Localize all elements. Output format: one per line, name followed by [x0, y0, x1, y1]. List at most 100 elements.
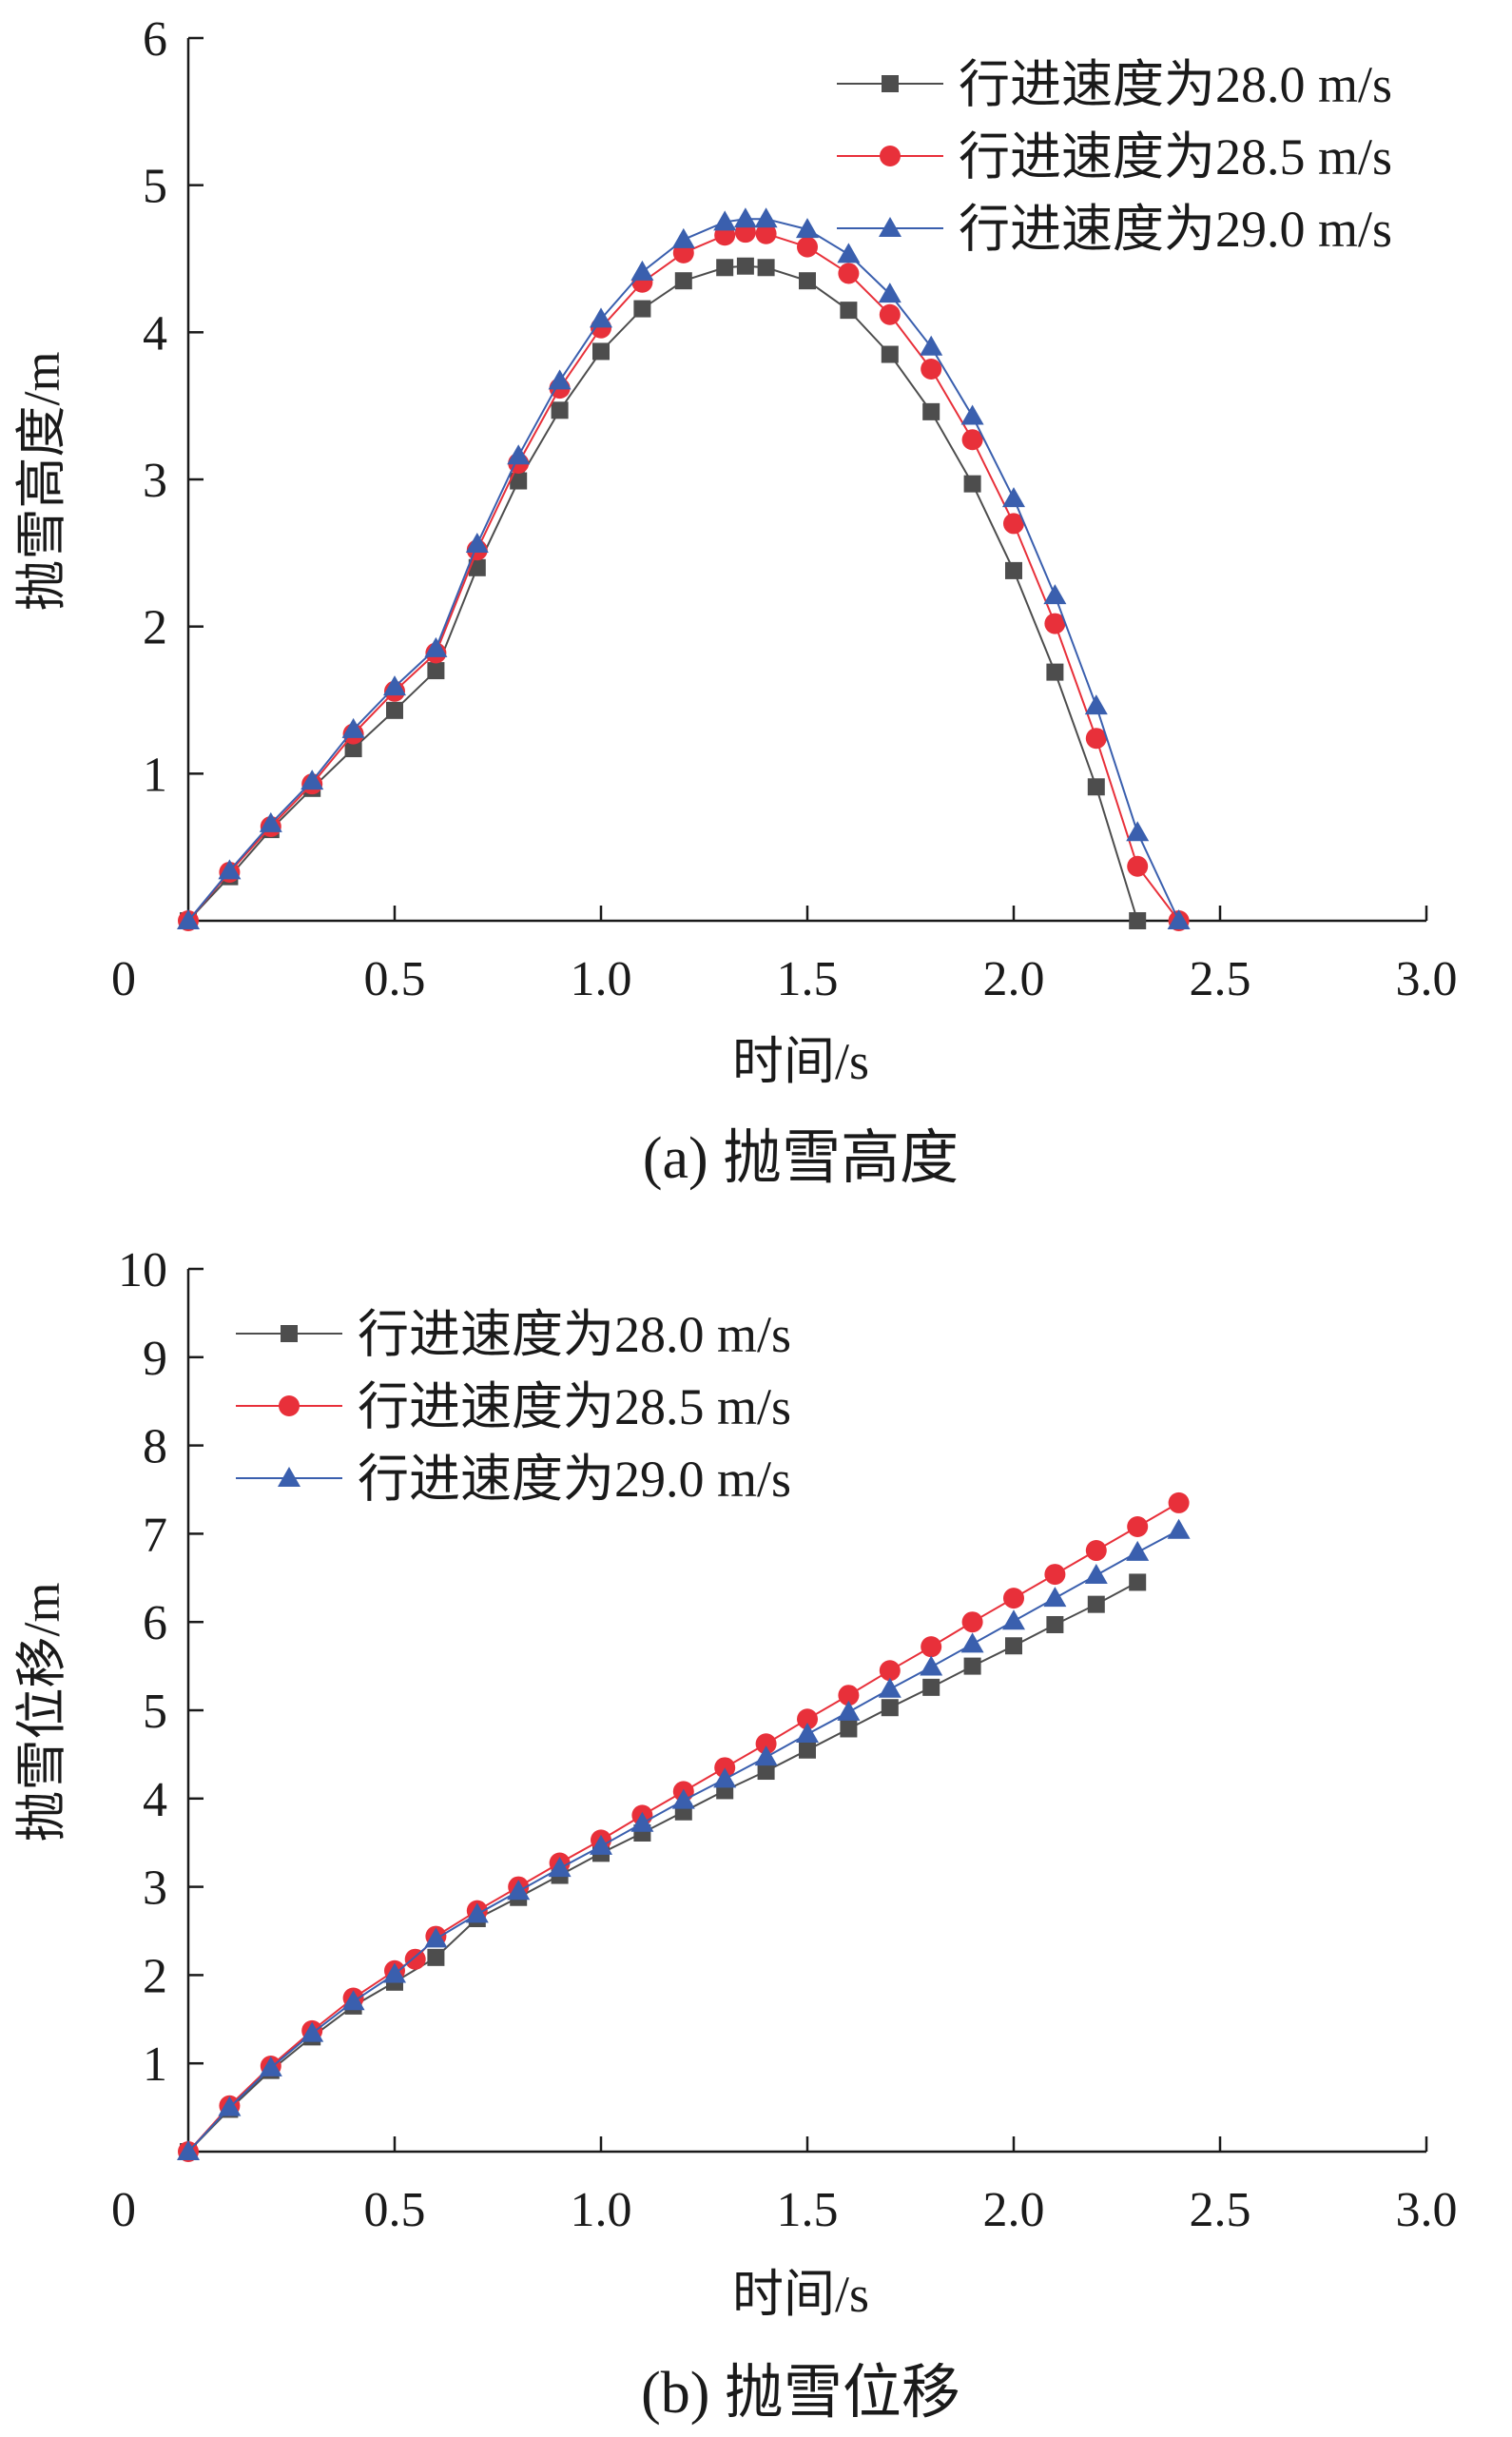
- panel-b-series-2-line: [187, 1529, 1180, 2153]
- panel-a-series-2-point-1: [218, 859, 242, 880]
- panel-b-series-2-point-2: [259, 2056, 282, 2076]
- panel-b-series-2-point-19: [960, 1632, 984, 1653]
- panel-a-series-2-point-11: [630, 260, 654, 281]
- panel-a-series-0-point-4: [344, 740, 362, 758]
- panel-b-series-1-point-21: [1003, 1588, 1024, 1609]
- panel-b-x-axis-title: 时间/s: [732, 2266, 869, 2323]
- panel-a-series-2-point-6: [424, 636, 448, 657]
- panel-b-legend-2-marker: [278, 1467, 300, 1487]
- panel-a-series-2-point-17: [837, 243, 861, 263]
- panel-a-series-0-point-11: [633, 300, 651, 318]
- panel-a-series-0-point-18: [881, 345, 899, 363]
- panel-a-x-tick-label-0.5: 0.5: [364, 952, 426, 1006]
- panel-a-series-0-point-13: [716, 259, 734, 277]
- panel-b-x-tick-label-2.0: 2.0: [983, 2183, 1045, 2237]
- panel-b-series-0-point-6: [427, 1948, 445, 1966]
- panel-b-legend-1-label: 行进速度为28.5 m/s: [358, 1378, 791, 1435]
- panel-b-series-2-point-18: [920, 1655, 943, 1676]
- panel-b-y-axis-title: 抛雪位移/m: [13, 1582, 70, 1842]
- panel-a-series-2-line: [187, 218, 1180, 922]
- panel-b-series-0-point-19: [963, 1657, 981, 1675]
- panel-b-y-tick-label-1: 1: [143, 2037, 167, 2092]
- panel-a-series-0-point-12: [674, 272, 692, 290]
- panel-a-series-2-point-19: [920, 335, 943, 356]
- panel-b-series-1-point-16: [797, 1708, 818, 1730]
- panel-b-series-2-point-23: [1126, 1540, 1150, 1561]
- panel-a-series-1-point-15: [755, 223, 777, 244]
- panel-a-legend-1-marker: [880, 146, 901, 166]
- panel-a-series-0-point-16: [799, 272, 816, 290]
- panel-a-series-0-point-24: [1129, 912, 1147, 929]
- panel-a-series-2-point-2: [259, 811, 282, 832]
- panel-a-series: [177, 207, 1191, 931]
- panel-a-series-1-point-18: [879, 303, 901, 325]
- panel-a-series-2-point-9: [548, 369, 572, 390]
- panel-b-legend-1-marker: [279, 1395, 300, 1416]
- panel-b-series-2-point-5: [383, 1962, 406, 1983]
- panel-a-series-2-point-21: [1002, 487, 1025, 508]
- panel-a-series-0-point-22: [1046, 663, 1064, 681]
- panel-a-y-tick-label-5: 5: [143, 160, 167, 214]
- panel-a-y-tick-label-3: 3: [143, 454, 167, 508]
- panel-b-series-1-point-14: [714, 1757, 736, 1779]
- panel-b-series-1-point-19: [921, 1636, 942, 1658]
- panel-a-series-2-point-25: [1167, 909, 1191, 929]
- panel-a-series-1-point-22: [1044, 613, 1066, 634]
- panel-a-series-1-point-20: [961, 429, 983, 451]
- panel-b-x-tick-label-0: 0: [111, 2183, 136, 2237]
- panel-b-y-tick-label-4: 4: [143, 1773, 167, 1827]
- panel-b-series-0-point-23: [1129, 1573, 1147, 1591]
- panel-a-series-0-point-10: [592, 342, 610, 361]
- panel-a-series-2-point-14: [733, 207, 757, 228]
- panel-a-height-chart: 1 2 3 4 5 6 0 0.5 1.0 1.5 2.0 2.5 3.0 行进速度为28.0 m/s…: [13, 12, 1458, 1191]
- panel-a-series-0-point-14: [736, 257, 754, 275]
- panel-a-series-1-point-21: [1003, 513, 1024, 535]
- panel-a-series-0-point-9: [551, 401, 569, 419]
- panel-a-series-1-line: [187, 231, 1180, 922]
- panel-a-x-tick-label-3.0: 3.0: [1396, 952, 1458, 1006]
- panel-b-series-2-point-20: [1002, 1609, 1025, 1630]
- panel-b-series-2-point-7: [465, 1902, 489, 1923]
- panel-a-x-tick-label-2.0: 2.0: [983, 952, 1045, 1006]
- panel-b-series-1-point-24: [1127, 1515, 1149, 1537]
- panel-b-series-0-line: [187, 1581, 1138, 2153]
- panel-b-y-tick-label-9: 9: [143, 1332, 167, 1386]
- panel-a-caption: (a) 抛雪高度: [643, 1126, 959, 1191]
- panel-b-legend-2-label: 行进速度为29.0 m/s: [358, 1451, 791, 1508]
- panel-b-y-tick-label-8: 8: [143, 1420, 167, 1474]
- panel-b-x-tick-label-1.5: 1.5: [777, 2183, 839, 2237]
- panel-a-legend-0-label: 行进速度为28.0 m/s: [959, 56, 1392, 113]
- panel-a-y-ticks: 1 2 3 4 5 6: [143, 12, 204, 802]
- panel-b-series-1-point-23: [1085, 1540, 1107, 1562]
- panel-a-series-2-point-23: [1084, 694, 1108, 715]
- panel-a-series-0-point-15: [757, 259, 775, 277]
- panel-a-series-2-point-24: [1126, 821, 1150, 842]
- panel-a-series-0-point-19: [922, 402, 940, 420]
- panel-a-y-tick-label-6: 6: [143, 12, 167, 67]
- panel-b-y-tick-label-7: 7: [143, 1508, 167, 1562]
- panel-a-series-2-point-13: [713, 210, 737, 231]
- panel-a-series-2-point-0: [177, 909, 200, 929]
- panel-b-series-2-point-21: [1043, 1587, 1067, 1608]
- panel-b-y-tick-label-6: 6: [143, 1596, 167, 1650]
- panel-b-legend: 行进速度为28.0 m/s 行进速度为28.5 m/s 行进速度为29.0 m/s: [236, 1306, 791, 1508]
- panel-a-series-0-line: [187, 264, 1139, 922]
- panel-b-series-0-point-16: [840, 1720, 858, 1738]
- panel-a-series-0-point-20: [963, 475, 981, 493]
- panel-b-y-tick-label-3: 3: [143, 1862, 167, 1916]
- panel-a-series-2-point-7: [465, 533, 489, 554]
- panel-a-y-tick-label-4: 4: [143, 306, 167, 361]
- panel-a-series-2-point-18: [878, 283, 901, 303]
- panel-a-x-axis-title: 时间/s: [732, 1033, 869, 1090]
- panel-a-legend-1-label: 行进速度为28.5 m/s: [959, 128, 1392, 185]
- panel-b-y-tick-label-2: 2: [143, 1949, 167, 2003]
- panel-b-series-0-point-18: [922, 1678, 940, 1696]
- panel-b-series-2-point-8: [507, 1880, 531, 1901]
- panel-a-legend-2-label: 行进速度为29.0 m/s: [959, 201, 1392, 258]
- panel-b-y-ticks: 1 2 3 4 5 6 7 8 9 10: [118, 1243, 204, 2092]
- panel-a-series-1-point-24: [1127, 855, 1149, 877]
- panel-b-series-2-point-10: [590, 1834, 612, 1855]
- panel-a-series-0-point-17: [840, 302, 858, 320]
- panel-a-series-0-point-7: [468, 558, 486, 576]
